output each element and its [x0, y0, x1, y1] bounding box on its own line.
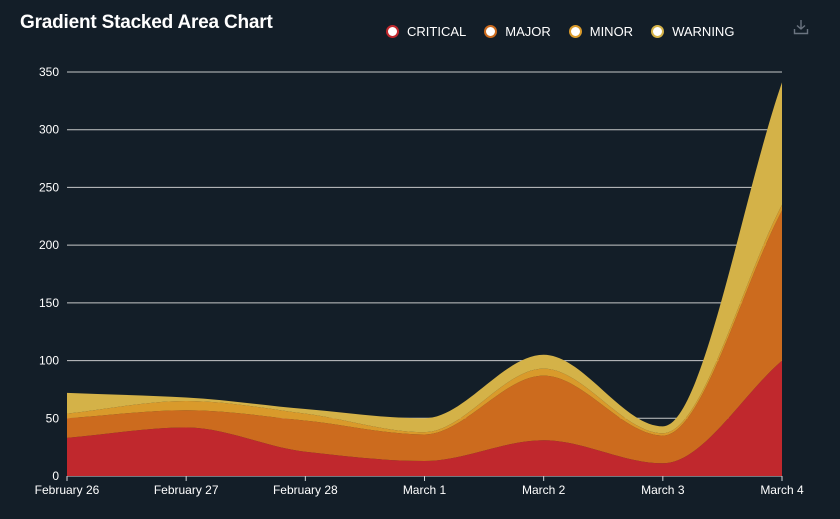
area-warning[interactable]: [67, 82, 782, 434]
legend-marker-icon: [651, 25, 665, 38]
legend-marker-icon: [386, 25, 399, 38]
legend-marker-icon: [568, 25, 582, 38]
legend: CRITICAL MAJOR MINOR WARNING: [386, 24, 752, 39]
y-tick-label: 100: [39, 354, 59, 368]
chart-title: Gradient Stacked Area Chart: [20, 12, 273, 33]
legend-item-minor[interactable]: MINOR: [568, 24, 634, 39]
x-axis: February 26 February 27 February 28 March 1…: [35, 476, 804, 497]
legend-label: MINOR: [589, 24, 634, 39]
y-tick-label: 350: [39, 65, 59, 79]
x-tick-label: February 28: [273, 483, 338, 497]
legend-item-major[interactable]: MAJOR: [484, 24, 551, 39]
legend-item-warning[interactable]: WARNING: [651, 24, 734, 39]
y-tick-label: 300: [39, 123, 59, 137]
legend-label: MAJOR: [505, 24, 551, 39]
x-tick-label: February 26: [35, 483, 100, 497]
area-critical[interactable]: [67, 360, 782, 476]
legend-label: WARNING: [672, 24, 735, 39]
y-tick-label: 250: [39, 180, 59, 194]
legend-marker-icon: [484, 25, 498, 38]
x-tick-label: March 1: [403, 483, 447, 497]
y-tick-label: 50: [46, 411, 60, 425]
x-tick-label: March 2: [522, 483, 566, 497]
area-series: [67, 82, 782, 476]
y-tick-label: 150: [39, 296, 59, 310]
x-tick-label: March 3: [641, 483, 685, 497]
y-tick-label: 0: [52, 469, 59, 483]
legend-item-critical[interactable]: CRITICAL: [386, 24, 466, 39]
download-icon[interactable]: [792, 18, 810, 36]
legend-label: CRITICAL: [407, 24, 467, 39]
x-tick-label: February 27: [154, 483, 219, 497]
y-tick-label: 200: [39, 238, 59, 252]
y-axis: 0 50 100 150 200 250 300 350: [39, 65, 59, 483]
x-tick-label: March 4: [760, 483, 804, 497]
